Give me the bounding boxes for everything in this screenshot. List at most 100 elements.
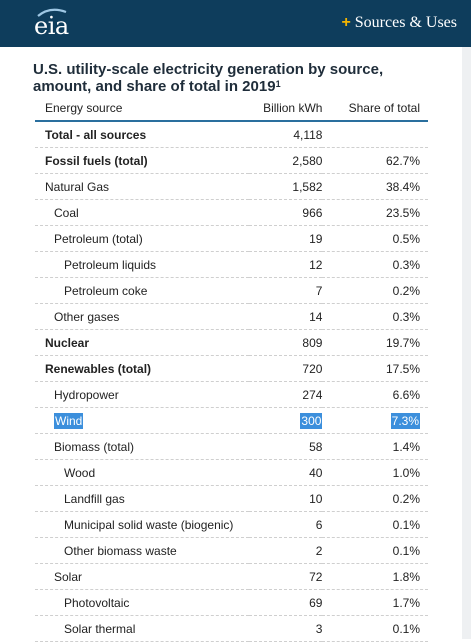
cell-source: Municipal solid waste (biogenic)	[35, 511, 250, 538]
table-row: Total - all sources 4,118	[35, 121, 428, 148]
table-row: Natural Gas 1,582 38.4%	[35, 173, 428, 200]
cell-share: 17.5%	[322, 355, 428, 382]
cell-source: Fossil fuels (total)	[35, 147, 250, 174]
cell-source: Landfill gas	[35, 485, 250, 512]
table-header-row: Energy source Billion kWh Share of total	[35, 95, 428, 122]
cell-kwh: 300	[249, 407, 323, 434]
cell-source: Other gases	[35, 303, 250, 330]
cell-share: 0.1%	[322, 511, 428, 538]
cell-source: Coal	[35, 199, 250, 226]
cell-kwh-text: 2,580	[292, 153, 323, 168]
cell-source: Hydropower	[35, 381, 250, 408]
cell-kwh-text: 72	[309, 569, 323, 584]
cell-kwh-text: 40	[309, 465, 323, 480]
cell-share: 1.8%	[322, 563, 428, 590]
cell-kwh-text: 274	[302, 387, 323, 402]
cell-source: Petroleum liquids	[35, 251, 250, 278]
cell-source: Solar thermal	[35, 615, 250, 642]
cell-kwh: 2	[249, 537, 323, 564]
cell-source-text: Petroleum coke	[64, 283, 148, 298]
cell-kwh-text: 300	[300, 412, 323, 429]
sources-uses-label: Sources & Uses	[354, 14, 457, 31]
table-row: Other biomass waste 2 0.1%	[35, 537, 428, 564]
footnote-marker[interactable]: 1	[275, 79, 281, 89]
cell-source-text: Solar	[54, 569, 83, 584]
cell-kwh: 6	[249, 511, 323, 538]
cell-share-text: 19.7%	[385, 335, 420, 350]
cell-kwh: 40	[249, 459, 323, 486]
cell-share-text: 1.7%	[392, 595, 420, 610]
cell-share: 0.1%	[322, 537, 428, 564]
scrollbar-track[interactable]	[462, 47, 471, 639]
cell-source-text: Photovoltaic	[64, 595, 130, 610]
cell-kwh: 1,582	[249, 173, 323, 200]
cell-share-text: 1.8%	[392, 569, 420, 584]
generation-table: Energy source Billion kWh Share of total…	[35, 95, 428, 642]
table-body: Total - all sources 4,118 Fossil fuels (to…	[35, 121, 428, 642]
cell-source: Solar	[35, 563, 250, 590]
cell-share-text: 0.1%	[392, 621, 420, 636]
cell-share: 23.5%	[322, 199, 428, 226]
cell-kwh-text: 7	[315, 283, 323, 298]
table-row: Landfill gas 10 0.2%	[35, 485, 428, 512]
cell-share-text: 17.5%	[385, 361, 420, 376]
cell-kwh: 10	[249, 485, 323, 512]
cell-source: Petroleum coke	[35, 277, 250, 304]
sources-uses-menu[interactable]: + Sources & Uses	[341, 14, 457, 32]
cell-source-text: Hydropower	[54, 387, 119, 402]
cell-source-text: Other gases	[54, 309, 120, 324]
col-header-kwh: Billion kWh	[249, 95, 323, 122]
cell-kwh: 809	[249, 329, 323, 356]
table-row: Wood 40 1.0%	[35, 459, 428, 486]
cell-kwh-text: 6	[315, 517, 323, 532]
cell-share-text: 38.4%	[385, 179, 420, 194]
cell-kwh-text: 14	[309, 309, 323, 324]
cell-share: 0.5%	[322, 225, 428, 252]
cell-kwh: 7	[249, 277, 323, 304]
col-header-share: Share of total	[322, 95, 428, 122]
cell-share: 62.7%	[322, 147, 428, 174]
cell-source: Photovoltaic	[35, 589, 250, 616]
cell-source-text: Nuclear	[45, 335, 90, 350]
cell-kwh-text: 4,118	[293, 127, 323, 142]
cell-source: Petroleum (total)	[35, 225, 250, 252]
cell-kwh: 72	[249, 563, 323, 590]
cell-source-text: Landfill gas	[64, 491, 125, 506]
cell-source-text: Petroleum (total)	[54, 231, 143, 246]
cell-share	[322, 121, 428, 148]
cell-share: 1.4%	[322, 433, 428, 460]
cell-source: Nuclear	[35, 329, 250, 356]
cell-source-text: Total - all sources	[45, 127, 147, 142]
table-row: Solar 72 1.8%	[35, 563, 428, 590]
cell-share: 1.0%	[322, 459, 428, 486]
table-row: Renewables (total) 720 17.5%	[35, 355, 428, 382]
cell-share: 0.3%	[322, 303, 428, 330]
cell-kwh-text: 1,582	[292, 179, 323, 194]
cell-kwh-text: 3	[315, 621, 323, 636]
cell-share-text: 62.7%	[385, 153, 420, 168]
cell-share: 0.3%	[322, 251, 428, 278]
cell-kwh: 3	[249, 615, 323, 642]
cell-share: 0.1%	[322, 615, 428, 642]
table-row: Biomass (total) 58 1.4%	[35, 433, 428, 460]
cell-share-text: 0.2%	[392, 491, 420, 506]
cell-source-text: Natural Gas	[45, 179, 110, 194]
cell-source: Natural Gas	[35, 173, 250, 200]
cell-share: 6.6%	[322, 381, 428, 408]
cell-share-text: 0.1%	[392, 543, 420, 558]
cell-share-text: 23.5%	[385, 205, 420, 220]
top-nav-bar: eia + Sources & Uses	[0, 0, 471, 47]
col-header-source: Energy source	[35, 95, 250, 122]
cell-kwh: 19	[249, 225, 323, 252]
cell-kwh: 14	[249, 303, 323, 330]
cell-kwh-text: 966	[302, 205, 323, 220]
table-row: Nuclear 809 19.7%	[35, 329, 428, 356]
cell-source: Biomass (total)	[35, 433, 250, 460]
cell-kwh: 58	[249, 433, 323, 460]
cell-kwh: 274	[249, 381, 323, 408]
cell-source-text: Solar thermal	[64, 621, 136, 636]
table-row: Municipal solid waste (biogenic) 6 0.1%	[35, 511, 428, 538]
cell-source-text: Other biomass waste	[64, 543, 177, 558]
eia-logo[interactable]: eia	[34, 12, 69, 40]
cell-kwh: 966	[249, 199, 323, 226]
